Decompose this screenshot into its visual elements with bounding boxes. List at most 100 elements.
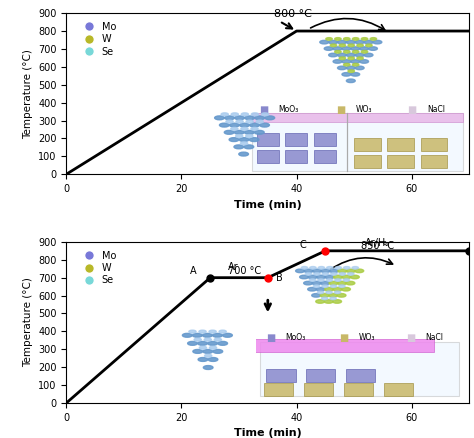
Point <box>207 274 214 281</box>
Point <box>321 247 329 254</box>
Circle shape <box>355 53 364 57</box>
Circle shape <box>316 300 325 303</box>
Circle shape <box>325 275 334 279</box>
Point <box>264 274 272 281</box>
Circle shape <box>304 269 313 272</box>
Circle shape <box>246 120 253 123</box>
Circle shape <box>236 120 243 123</box>
Circle shape <box>328 293 337 297</box>
Point <box>465 247 473 254</box>
Circle shape <box>342 73 351 76</box>
Circle shape <box>324 300 333 303</box>
Text: A: A <box>190 266 197 276</box>
Text: 800 °C: 800 °C <box>273 9 311 19</box>
Circle shape <box>213 350 223 353</box>
Circle shape <box>310 279 316 281</box>
Circle shape <box>346 79 355 83</box>
Circle shape <box>355 66 364 70</box>
Circle shape <box>355 40 364 44</box>
Circle shape <box>350 275 359 279</box>
Circle shape <box>189 330 196 333</box>
Legend: Mo, W, Se: Mo, W, Se <box>75 18 120 60</box>
Circle shape <box>369 47 377 50</box>
Circle shape <box>225 116 234 120</box>
Circle shape <box>357 57 363 60</box>
Circle shape <box>234 131 244 134</box>
Legend: Mo, W, Se: Mo, W, Se <box>75 247 120 290</box>
Circle shape <box>239 138 249 141</box>
Circle shape <box>351 73 360 76</box>
Circle shape <box>313 285 320 287</box>
Circle shape <box>337 281 346 285</box>
Circle shape <box>316 287 325 291</box>
Circle shape <box>330 285 337 287</box>
Circle shape <box>339 285 345 287</box>
Circle shape <box>337 66 346 70</box>
Y-axis label: Temperature (°C): Temperature (°C) <box>23 49 33 138</box>
Circle shape <box>333 60 342 63</box>
Circle shape <box>333 47 342 50</box>
Circle shape <box>308 275 317 279</box>
Circle shape <box>329 281 338 285</box>
Circle shape <box>240 142 247 145</box>
Circle shape <box>223 333 232 337</box>
Circle shape <box>346 66 355 70</box>
Circle shape <box>322 272 328 275</box>
Circle shape <box>339 272 346 275</box>
Circle shape <box>305 272 312 275</box>
Circle shape <box>335 50 341 53</box>
Circle shape <box>265 116 274 120</box>
Text: B: B <box>276 273 283 283</box>
Circle shape <box>318 266 325 269</box>
Circle shape <box>357 44 363 46</box>
Circle shape <box>221 113 228 116</box>
Circle shape <box>333 300 342 303</box>
Circle shape <box>235 116 245 120</box>
Circle shape <box>346 269 355 272</box>
Circle shape <box>249 138 259 141</box>
Circle shape <box>335 266 342 269</box>
Circle shape <box>326 279 333 281</box>
Circle shape <box>231 127 238 130</box>
Circle shape <box>198 342 208 345</box>
Circle shape <box>182 333 192 337</box>
Circle shape <box>320 281 329 285</box>
Circle shape <box>346 281 355 285</box>
Circle shape <box>312 269 321 272</box>
Circle shape <box>208 342 218 345</box>
Circle shape <box>325 287 334 291</box>
Text: Ar/H₂: Ar/H₂ <box>365 238 390 248</box>
Circle shape <box>199 346 207 349</box>
Circle shape <box>342 60 351 63</box>
Circle shape <box>320 293 329 297</box>
Circle shape <box>348 57 355 60</box>
Circle shape <box>355 269 364 272</box>
X-axis label: Time (min): Time (min) <box>234 428 301 438</box>
Circle shape <box>364 53 373 57</box>
Circle shape <box>229 138 239 141</box>
Circle shape <box>218 342 228 345</box>
Circle shape <box>236 134 243 138</box>
Circle shape <box>361 50 368 53</box>
Circle shape <box>308 287 317 291</box>
Circle shape <box>360 47 368 50</box>
Circle shape <box>231 113 238 116</box>
Circle shape <box>360 60 368 63</box>
Circle shape <box>338 269 347 272</box>
Circle shape <box>326 291 332 293</box>
Circle shape <box>331 272 337 275</box>
Circle shape <box>198 357 208 361</box>
Circle shape <box>352 50 359 53</box>
Circle shape <box>344 266 350 269</box>
Circle shape <box>348 70 355 72</box>
Circle shape <box>344 64 350 66</box>
Circle shape <box>256 120 264 123</box>
Circle shape <box>241 113 248 116</box>
Circle shape <box>245 116 255 120</box>
Text: 850 °C: 850 °C <box>361 240 394 251</box>
Circle shape <box>209 330 216 333</box>
Circle shape <box>333 287 342 291</box>
Circle shape <box>370 38 376 40</box>
Circle shape <box>203 350 213 353</box>
Circle shape <box>192 333 202 337</box>
